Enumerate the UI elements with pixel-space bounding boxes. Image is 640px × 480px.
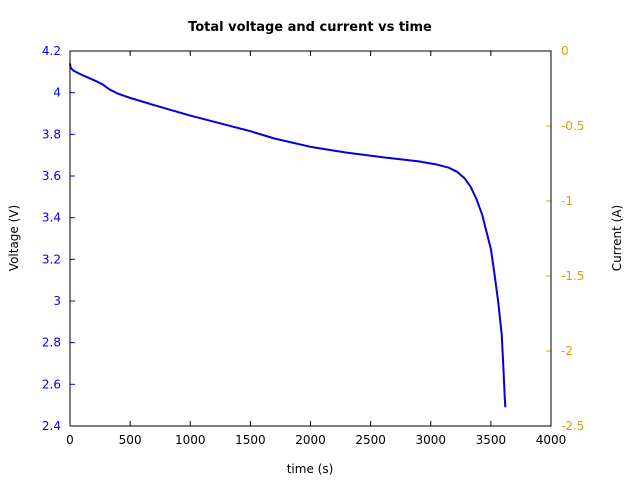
- y-tick-label: 2.8: [42, 336, 61, 350]
- y-tick-label: 4.2: [42, 44, 61, 58]
- x-tick-label: 2500: [355, 433, 386, 447]
- y-tick-label: 3.2: [42, 252, 61, 266]
- y-tick-label: 3.4: [42, 211, 61, 225]
- x-tick-label: 1500: [235, 433, 266, 447]
- chart-title: Total voltage and current vs time: [188, 20, 432, 35]
- x-tick-label: 4000: [536, 433, 567, 447]
- x-tick-label: 500: [119, 433, 142, 447]
- y-axis-label: Voltage (V): [7, 205, 21, 271]
- y2-tick-label: -2.5: [561, 419, 584, 433]
- y-tick-label: 3: [53, 294, 61, 308]
- x-tick-label: 2000: [295, 433, 326, 447]
- voltage-series-line: [69, 63, 507, 408]
- x-tick-label: 3000: [415, 433, 446, 447]
- y-tick-label: 3.6: [42, 169, 61, 183]
- plot-frame: [69, 50, 552, 427]
- y-tick-label: 3.8: [42, 127, 61, 141]
- x-axis-ticks: 0 500 1000 1500 2000 2500 3000 3500 4000: [66, 51, 566, 447]
- x-tick-label: 0: [66, 433, 74, 447]
- right-axis-ticks: -2.5 -2 -1.5 -1 -0.5 0: [546, 44, 584, 433]
- y2-tick-label: -0.5: [561, 119, 584, 133]
- y2-tick-label: -2: [561, 344, 573, 358]
- x-axis-label: time (s): [287, 462, 334, 476]
- y2-axis-label: Current (A): [610, 205, 624, 271]
- x-tick-label: 1000: [175, 433, 206, 447]
- y-tick-label: 4: [53, 86, 61, 100]
- y2-tick-label: -1: [561, 194, 573, 208]
- left-axis-ticks: 2.4 2.6 2.8 3 3.2 3.4 3.6 3.8 4 4.2: [42, 44, 75, 433]
- x-tick-label: 3500: [476, 433, 507, 447]
- y-tick-label: 2.4: [42, 419, 61, 433]
- y2-tick-label: 0: [561, 44, 569, 58]
- y-tick-label: 2.6: [42, 377, 61, 391]
- y2-tick-label: -1.5: [561, 269, 584, 283]
